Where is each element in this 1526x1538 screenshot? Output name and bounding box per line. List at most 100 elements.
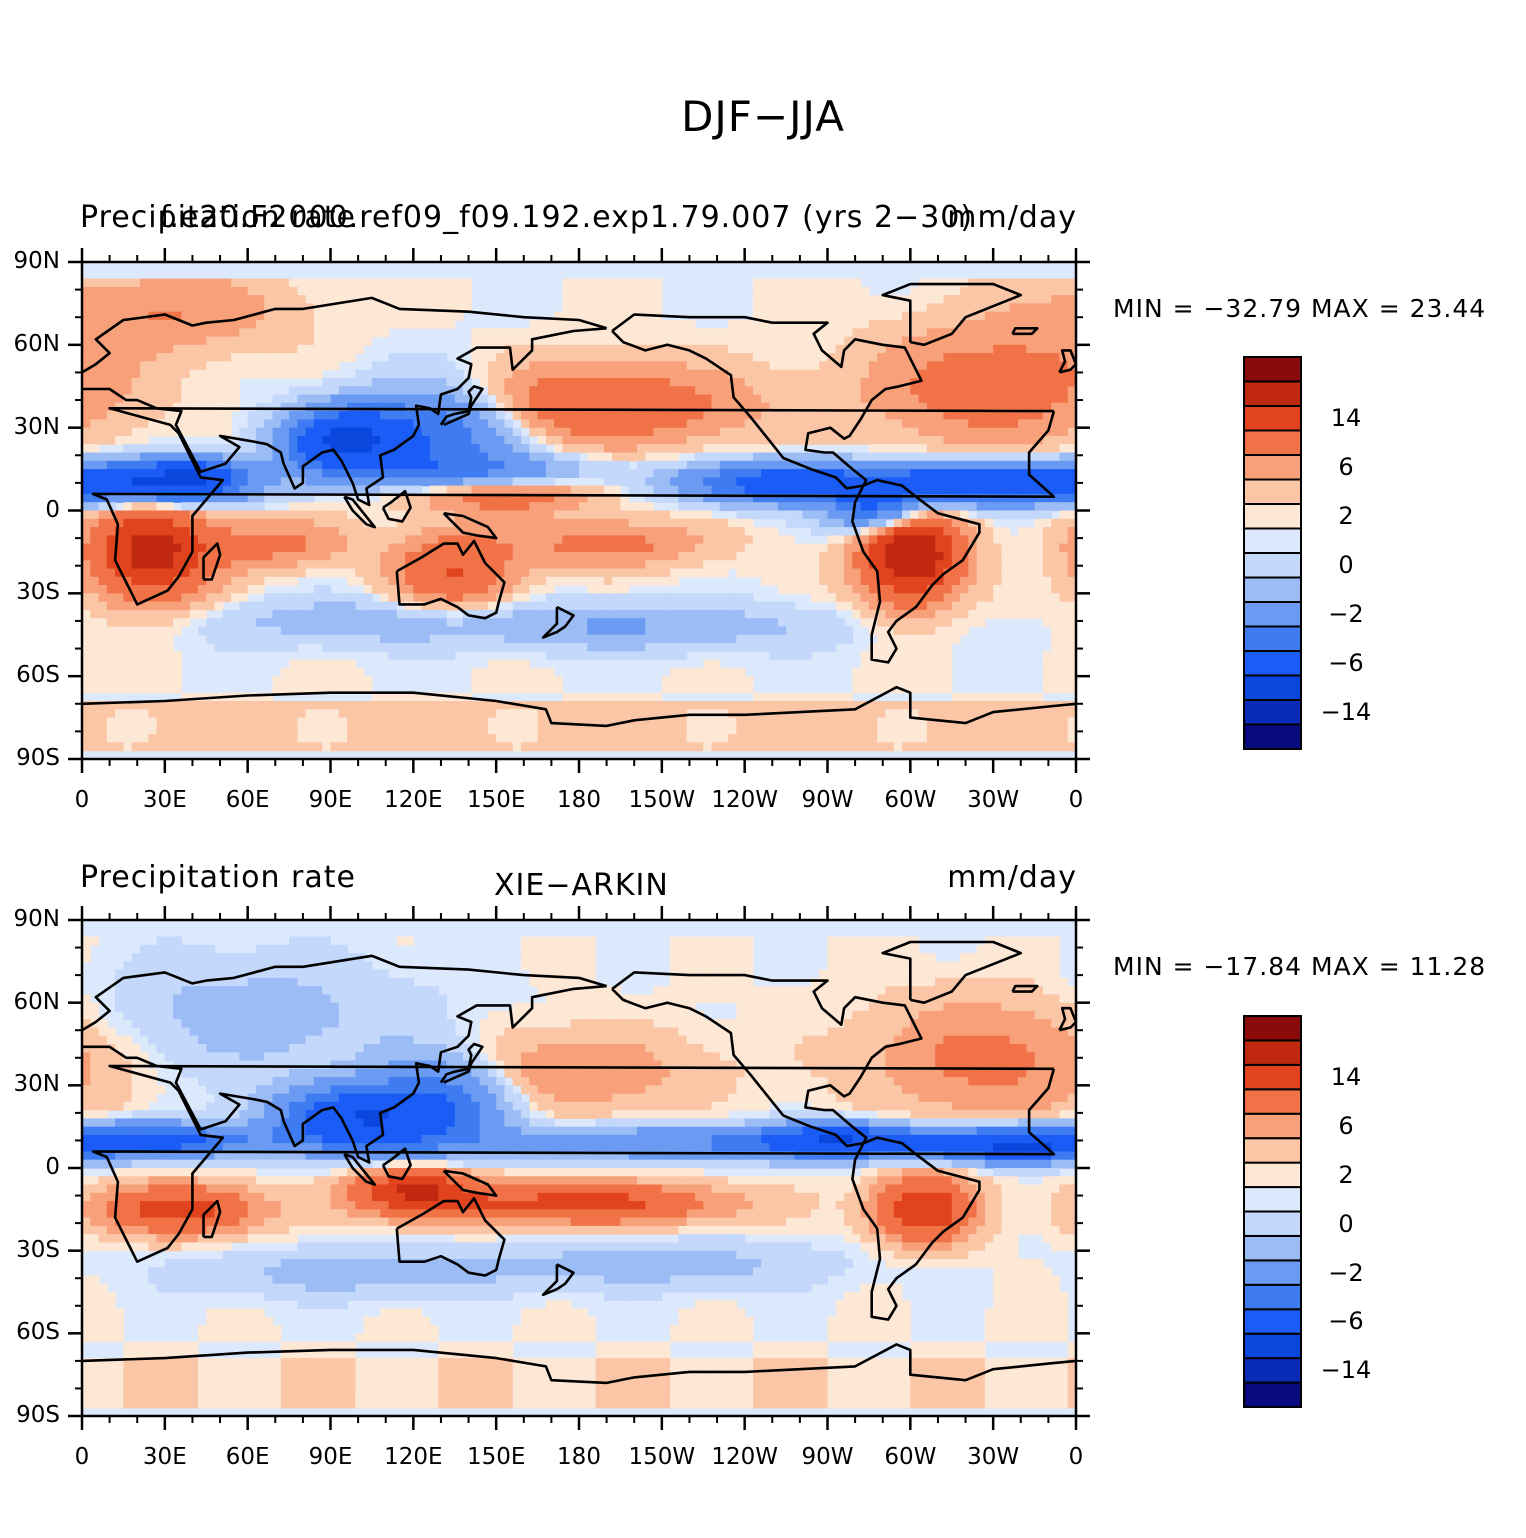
colorbar-box [1243, 699, 1302, 726]
colorbar-tick-label: 6 [1338, 1111, 1354, 1140]
lon-tick-label: 0 [1068, 787, 1084, 813]
panel1-minmax: MIN = −32.79 MAX = 23.44 [1113, 294, 1487, 323]
panel1-left-title: Precipitation rate [80, 200, 356, 235]
colorbar-box [1243, 503, 1302, 530]
lat-tick-label: 60S [16, 1319, 60, 1346]
colorbar-model [1243, 356, 1302, 750]
panel2-right-title: mm/day [947, 860, 1077, 895]
coastline [442, 1169, 498, 1197]
lon-tick-label: 30E [142, 1444, 187, 1470]
colorbar-tick-label: −2 [1328, 1258, 1364, 1287]
colorbar-box [1243, 1015, 1302, 1042]
panel2-center-title: XIE−ARKIN [494, 868, 669, 903]
colorbar-tick-label: −6 [1328, 649, 1364, 678]
lon-tick-label: 0 [74, 787, 90, 813]
coastline [1058, 349, 1078, 374]
lat-tick-label: 30N [13, 413, 60, 440]
coastline [202, 542, 222, 581]
colorbar-box [1243, 356, 1302, 383]
coastline [851, 1136, 981, 1321]
colorbar-tick-label: 14 [1330, 1063, 1362, 1092]
coastline [881, 940, 1023, 1005]
colorbar-tick-label: 0 [1338, 551, 1354, 580]
coastline [439, 384, 484, 427]
colorbar-box [1243, 1259, 1302, 1286]
colorbar-box [1243, 1186, 1302, 1213]
coastline [395, 1197, 506, 1277]
lat-tick-label: 0 [45, 1154, 60, 1180]
colorbar-tick-label: −2 [1328, 600, 1364, 629]
coastline [82, 327, 607, 507]
coastline [611, 313, 923, 490]
colorbar-box [1243, 674, 1302, 701]
colorbar-box [1243, 601, 1302, 628]
colorbar-box [1243, 380, 1302, 407]
coastline [1011, 984, 1039, 993]
lon-tick-label: 120W [711, 787, 778, 813]
lon-tick-label: 120W [711, 1444, 778, 1470]
lon-tick-label: 60W [884, 787, 937, 813]
lat-tick-label: 90N [13, 906, 60, 932]
lon-tick-label: 60W [884, 1444, 937, 1470]
lon-tick-label: 30W [967, 1444, 1020, 1470]
colorbar-box [1243, 576, 1302, 603]
colorbar-box [1243, 1283, 1302, 1311]
colorbar-box [1243, 1161, 1302, 1189]
colorbar-box [1243, 1332, 1302, 1360]
panel2-left-title: Precipitation rate [80, 860, 356, 895]
colorbar-box [1243, 478, 1302, 505]
colorbar-box [1243, 1357, 1302, 1384]
coastline [82, 984, 607, 1164]
colorbar-box [1243, 454, 1302, 481]
lon-tick-label: 150E [466, 787, 526, 813]
lon-tick-label: 150E [466, 1444, 526, 1470]
coastline [91, 406, 1056, 606]
map-panel-obs [68, 906, 1090, 1430]
lat-tick-label: 60N [13, 988, 60, 1015]
coastline [202, 1199, 222, 1239]
lon-tick-label: 60E [225, 787, 270, 813]
colorbar-tick-label: 14 [1330, 404, 1362, 433]
lat-tick-label: 30S [16, 579, 60, 606]
coastline [1058, 1006, 1078, 1032]
lon-tick-label: 0 [74, 1444, 90, 1470]
coastline [81, 685, 1077, 728]
colorbar-tick-label: −6 [1328, 1307, 1364, 1336]
colorbar-tick-label: 2 [1338, 1160, 1354, 1189]
colorbar-box [1243, 1063, 1302, 1091]
figure-title: DJF−JJA [681, 92, 845, 141]
lon-tick-label: 90W [801, 1444, 854, 1470]
lat-tick-label: 90S [16, 745, 60, 771]
coastline [851, 478, 981, 664]
colorbar-box [1243, 650, 1302, 677]
coastline [81, 1343, 1077, 1385]
colorbar-box [1243, 1381, 1302, 1408]
colorbar-box [1243, 1210, 1302, 1237]
lon-tick-label: 150W [628, 1444, 696, 1470]
colorbar-box [1243, 1039, 1302, 1066]
lat-tick-label: 90S [16, 1402, 60, 1428]
lon-tick-label: 120E [384, 1444, 443, 1470]
lon-tick-label: 60E [225, 1444, 270, 1470]
colorbar-box [1243, 429, 1302, 456]
map-panel-model [68, 248, 1090, 773]
colorbar-box [1243, 1088, 1302, 1115]
coastline [881, 282, 1023, 347]
lon-tick-label: 180 [557, 787, 601, 813]
lat-tick-label: 60N [13, 330, 60, 357]
colorbar-box [1243, 1308, 1302, 1335]
lon-tick-label: 30W [967, 787, 1020, 813]
coastline [439, 1042, 484, 1084]
colorbar-box [1243, 552, 1302, 579]
lon-tick-label: 120E [384, 787, 443, 813]
colorbar-box [1243, 1234, 1302, 1262]
coastline [81, 954, 607, 1032]
lon-tick-label: 90W [801, 787, 854, 813]
colorbar-tick-label: 2 [1338, 502, 1354, 531]
lat-tick-label: 60S [16, 662, 60, 689]
coastline [343, 495, 377, 529]
lat-tick-label: 30S [16, 1236, 60, 1263]
lon-tick-label: 180 [557, 1444, 601, 1470]
colorbar-box [1243, 723, 1302, 750]
coastline [541, 1263, 575, 1297]
